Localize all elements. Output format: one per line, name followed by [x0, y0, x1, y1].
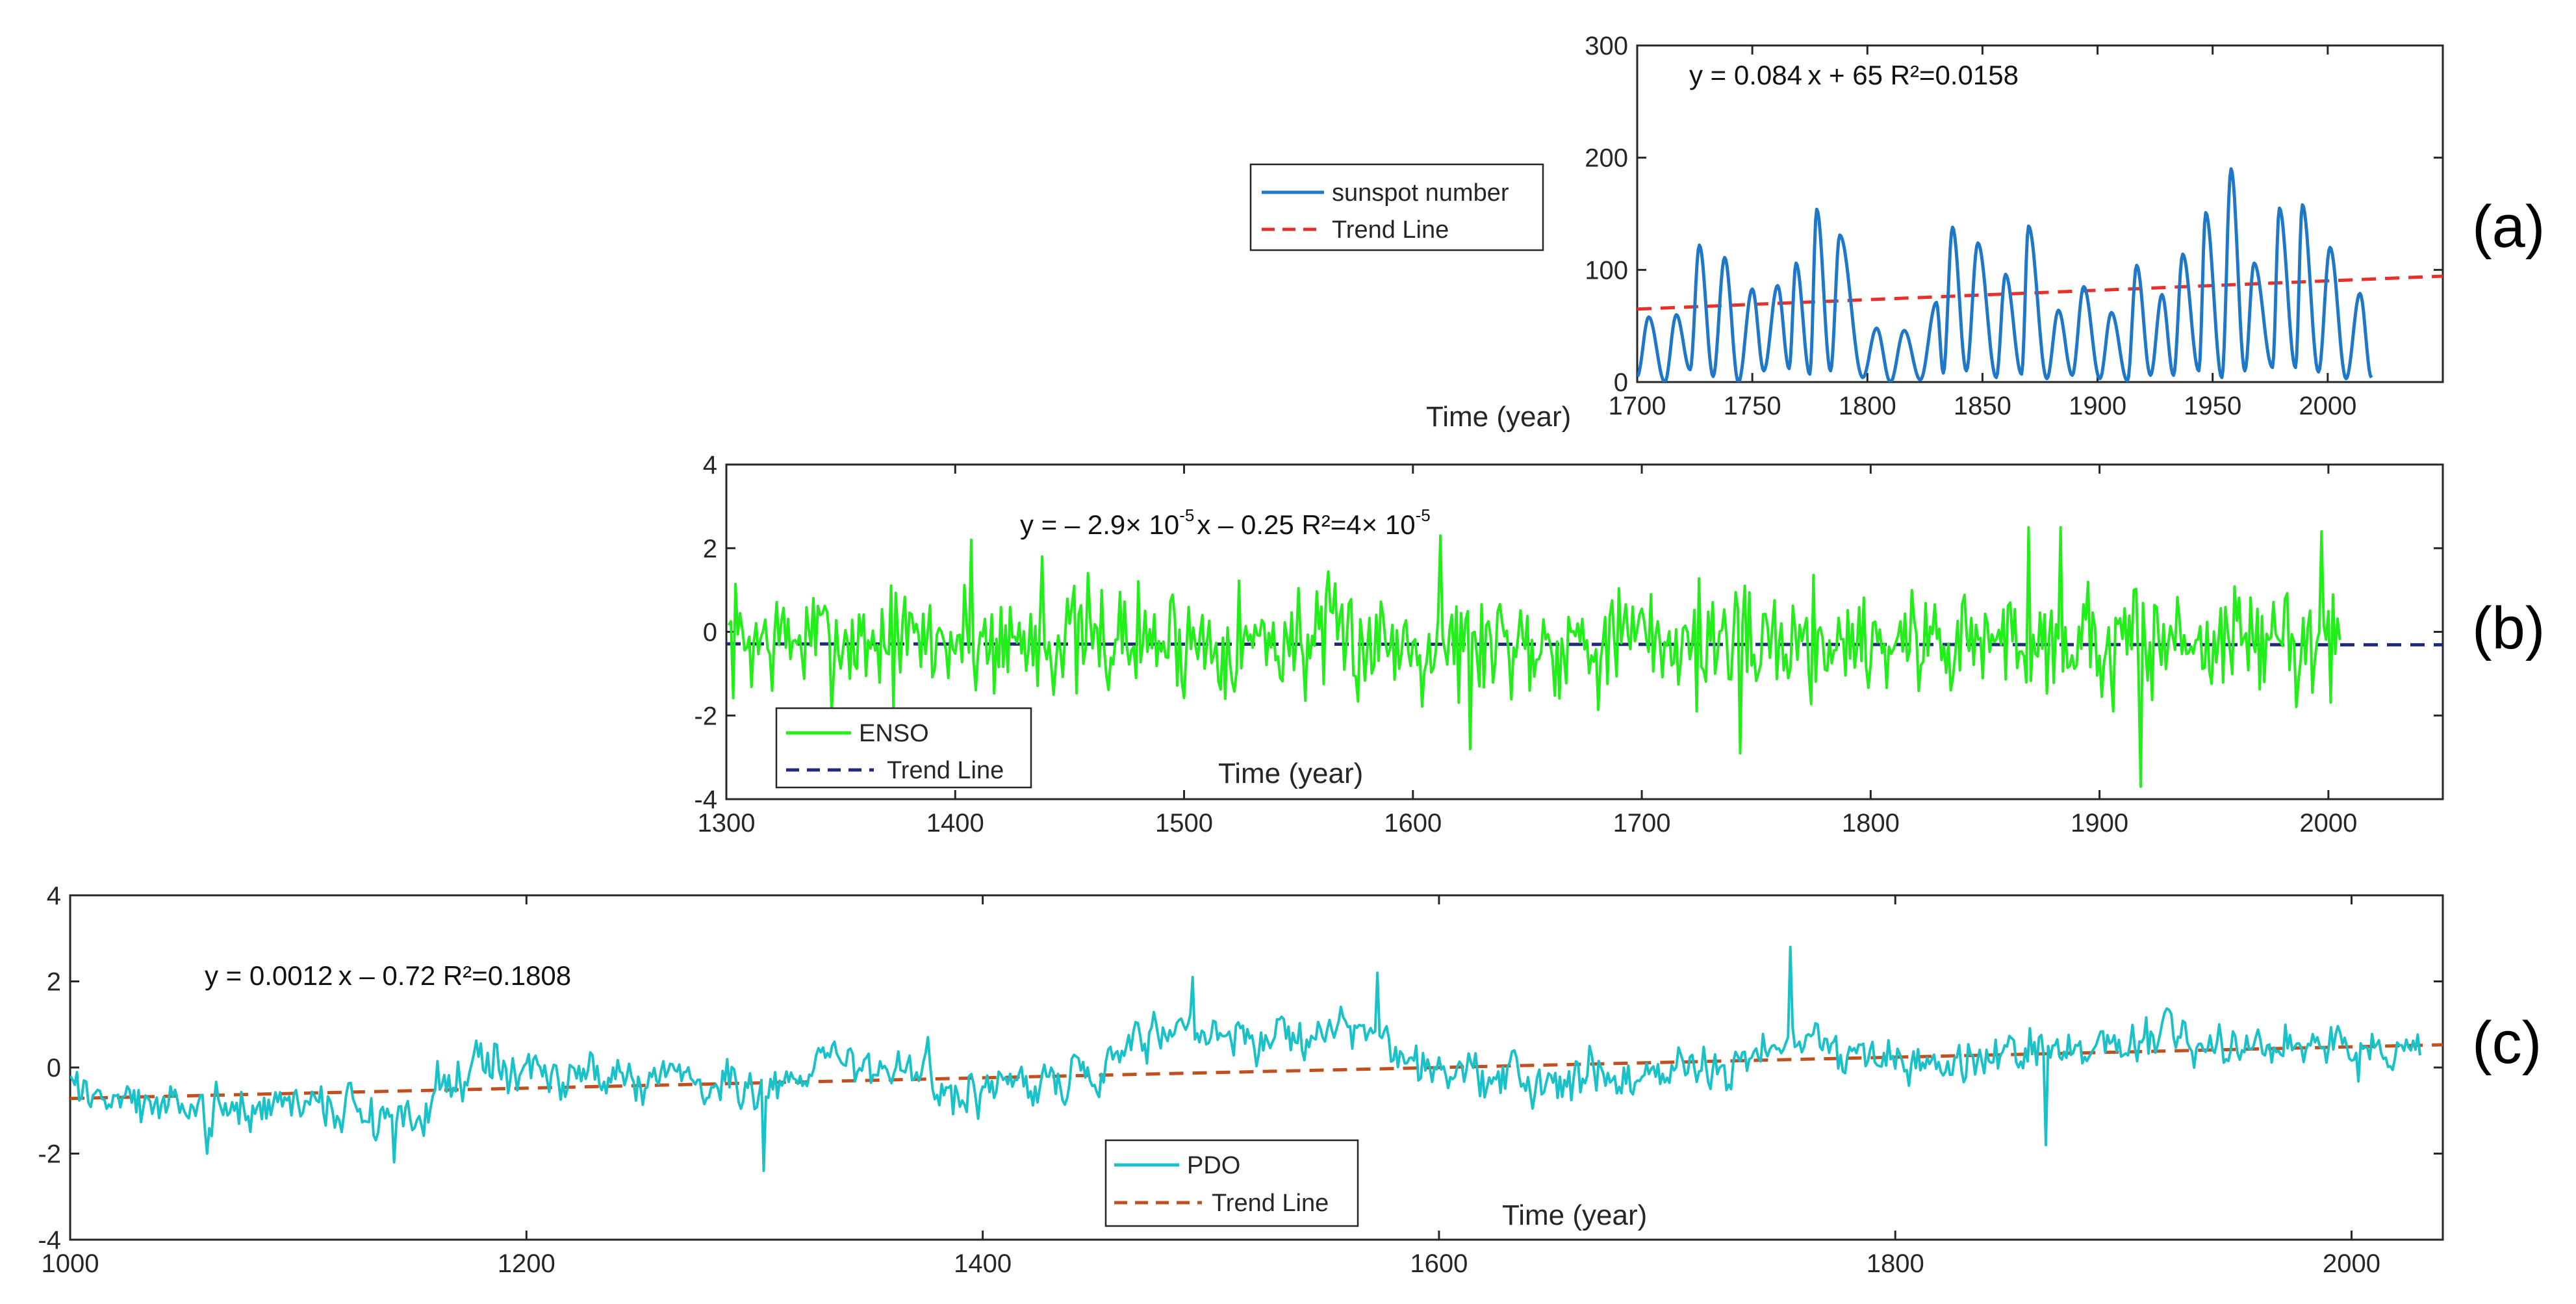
- panel-a-x-tick-label-4: 1900: [2069, 392, 2126, 420]
- panel-b-enso-series-line: [727, 526, 2341, 788]
- panel-c-y-tick-label-3: 2: [47, 968, 61, 997]
- panel-b-equation-sup1: -5: [1179, 505, 1194, 525]
- panel-a-x-tick-label-1: 1750: [1724, 392, 1781, 420]
- panel-c-y-tick-label-2: 0: [47, 1054, 61, 1082]
- panel-b-x-tick-label-1: 1400: [926, 809, 984, 837]
- panel-c-x-tick-label-5: 2000: [2323, 1249, 2380, 1278]
- panel-a-label: (a): [2472, 194, 2545, 260]
- panel-b-equation: y = – 2.9× 10-5x – 0.25 R²=4× 10-5: [1020, 505, 1431, 540]
- panel-b-y-tick-label-4: 4: [703, 451, 717, 479]
- panel-b-y-tick-label-0: -4: [694, 786, 717, 814]
- panel-c-x-tick-label-4: 1800: [1867, 1249, 1924, 1278]
- panel-a-equation: y = 0.084 x + 65 R²=0.0158: [1689, 60, 2019, 90]
- panel-b-x-tick-label-7: 2000: [2299, 809, 2357, 837]
- panel-c-y-tick-label-4: 4: [47, 882, 61, 910]
- panel-a-y-tick-label-3: 300: [1585, 32, 1628, 60]
- panel-b-y-tick-label-1: -2: [694, 702, 717, 730]
- panel-a-x-tick-label-5: 1950: [2184, 392, 2241, 420]
- panel-b-legend-label-trend: Trend Line: [887, 757, 1004, 784]
- panel-a-sunspot-series-line: [1637, 167, 2373, 382]
- panel-b-x-tick-label-3: 1600: [1384, 809, 1442, 837]
- panel-a-trend-line: [1637, 274, 2443, 311]
- panel-a-legend-box: [1249, 163, 1544, 251]
- panel-a-legend-label-trend: Trend Line: [1332, 216, 1449, 244]
- panel-b-y-tick-label-2: 0: [703, 619, 717, 647]
- panel-c-ticks: 1000 1200 1400 1600 1800 2000 -4 -2 0 2 4: [38, 882, 2443, 1278]
- panel-a-legend: sunspot number Trend Line: [1249, 163, 1544, 251]
- panel-b-legend: ENSO Trend Line: [775, 707, 1032, 789]
- panel-a-y-tick-label-2: 200: [1585, 144, 1628, 173]
- panel-b-x-tick-label-2: 1500: [1155, 809, 1213, 837]
- panel-a-y-tick-label-1: 100: [1585, 256, 1628, 285]
- panel-c-x-tick-label-0: 1000: [42, 1249, 99, 1278]
- panel-c-pdo-series-line: [70, 945, 2421, 1172]
- panel-b-x-tick-label-5: 1800: [1842, 809, 1900, 837]
- panel-b-equation-part1: y = – 2.9× 10: [1020, 509, 1179, 540]
- panel-a: 1700 1750 1800 1850 1900 1950 2000 0 100 200 300 y…: [1249, 32, 2545, 433]
- panel-b-ticks: 1300 1400 1500 1600 1700 1800 1900 2000 -4 -2 0 2 4: [694, 451, 2443, 837]
- panel-b-label: (b): [2472, 595, 2545, 661]
- panel-c-equation: y = 0.0012 x – 0.72 R²=0.1808: [205, 960, 571, 991]
- panel-c-legend-label-trend: Trend Line: [1212, 1190, 1329, 1217]
- panel-b-x-tick-label-4: 1700: [1613, 809, 1671, 837]
- panel-c-y-tick-label-1: -2: [38, 1140, 61, 1169]
- panel-c: 1000 1200 1400 1600 1800 2000 -4 -2 0 2 4 y = 0.00…: [38, 882, 2542, 1278]
- panel-c-x-tick-label-3: 1600: [1410, 1249, 1468, 1278]
- panel-a-y-tick-label-0: 0: [1614, 368, 1628, 397]
- panel-b-x-tick-label-6: 1900: [2071, 809, 2128, 837]
- panel-c-label: (c): [2472, 1010, 2542, 1076]
- panel-b-legend-label-enso: ENSO: [859, 720, 929, 747]
- panel-b-equation-part2: x – 0.25 R²=4× 10: [1197, 509, 1415, 540]
- panel-a-ticks: 1700 1750 1800 1850 1900 1950 2000 0 100 200 300: [1585, 32, 2443, 420]
- panel-b-x-tick-label-0: 1300: [698, 809, 756, 837]
- panel-b-legend-box: [775, 707, 1032, 789]
- panel-c-x-axis-label: Time (year): [1502, 1199, 1647, 1231]
- panel-b-equation-sup2: -5: [1416, 505, 1431, 525]
- panel-a-x-axis-label: Time (year): [1426, 401, 1571, 433]
- panel-b-x-axis-label: Time (year): [1218, 758, 1363, 789]
- panel-a-x-tick-label-0: 1700: [1609, 392, 1666, 420]
- panel-b-y-tick-label-3: 2: [703, 535, 717, 563]
- panel-b: 1300 1400 1500 1600 1700 1800 1900 2000-4-2024 …: [694, 451, 2545, 837]
- panel-a-x-tick-label-6: 2000: [2299, 392, 2356, 420]
- panel-c-legend-box: [1104, 1139, 1359, 1227]
- panel-a-x-tick-label-2: 1800: [1839, 392, 1896, 420]
- panel-c-legend: PDO Trend Line: [1104, 1139, 1359, 1227]
- panel-a-legend-label-sunspot: sunspot number: [1332, 179, 1509, 207]
- panel-c-x-tick-label-1: 1200: [498, 1249, 555, 1278]
- panel-c-x-tick-label-2: 1400: [954, 1249, 1012, 1278]
- panel-b-trend-line: [726, 642, 2443, 646]
- panel-c-legend-label-pdo: PDO: [1187, 1152, 1240, 1179]
- panel-a-x-tick-label-3: 1850: [1954, 392, 2011, 420]
- panel-c-y-tick-label-0: -4: [38, 1226, 61, 1255]
